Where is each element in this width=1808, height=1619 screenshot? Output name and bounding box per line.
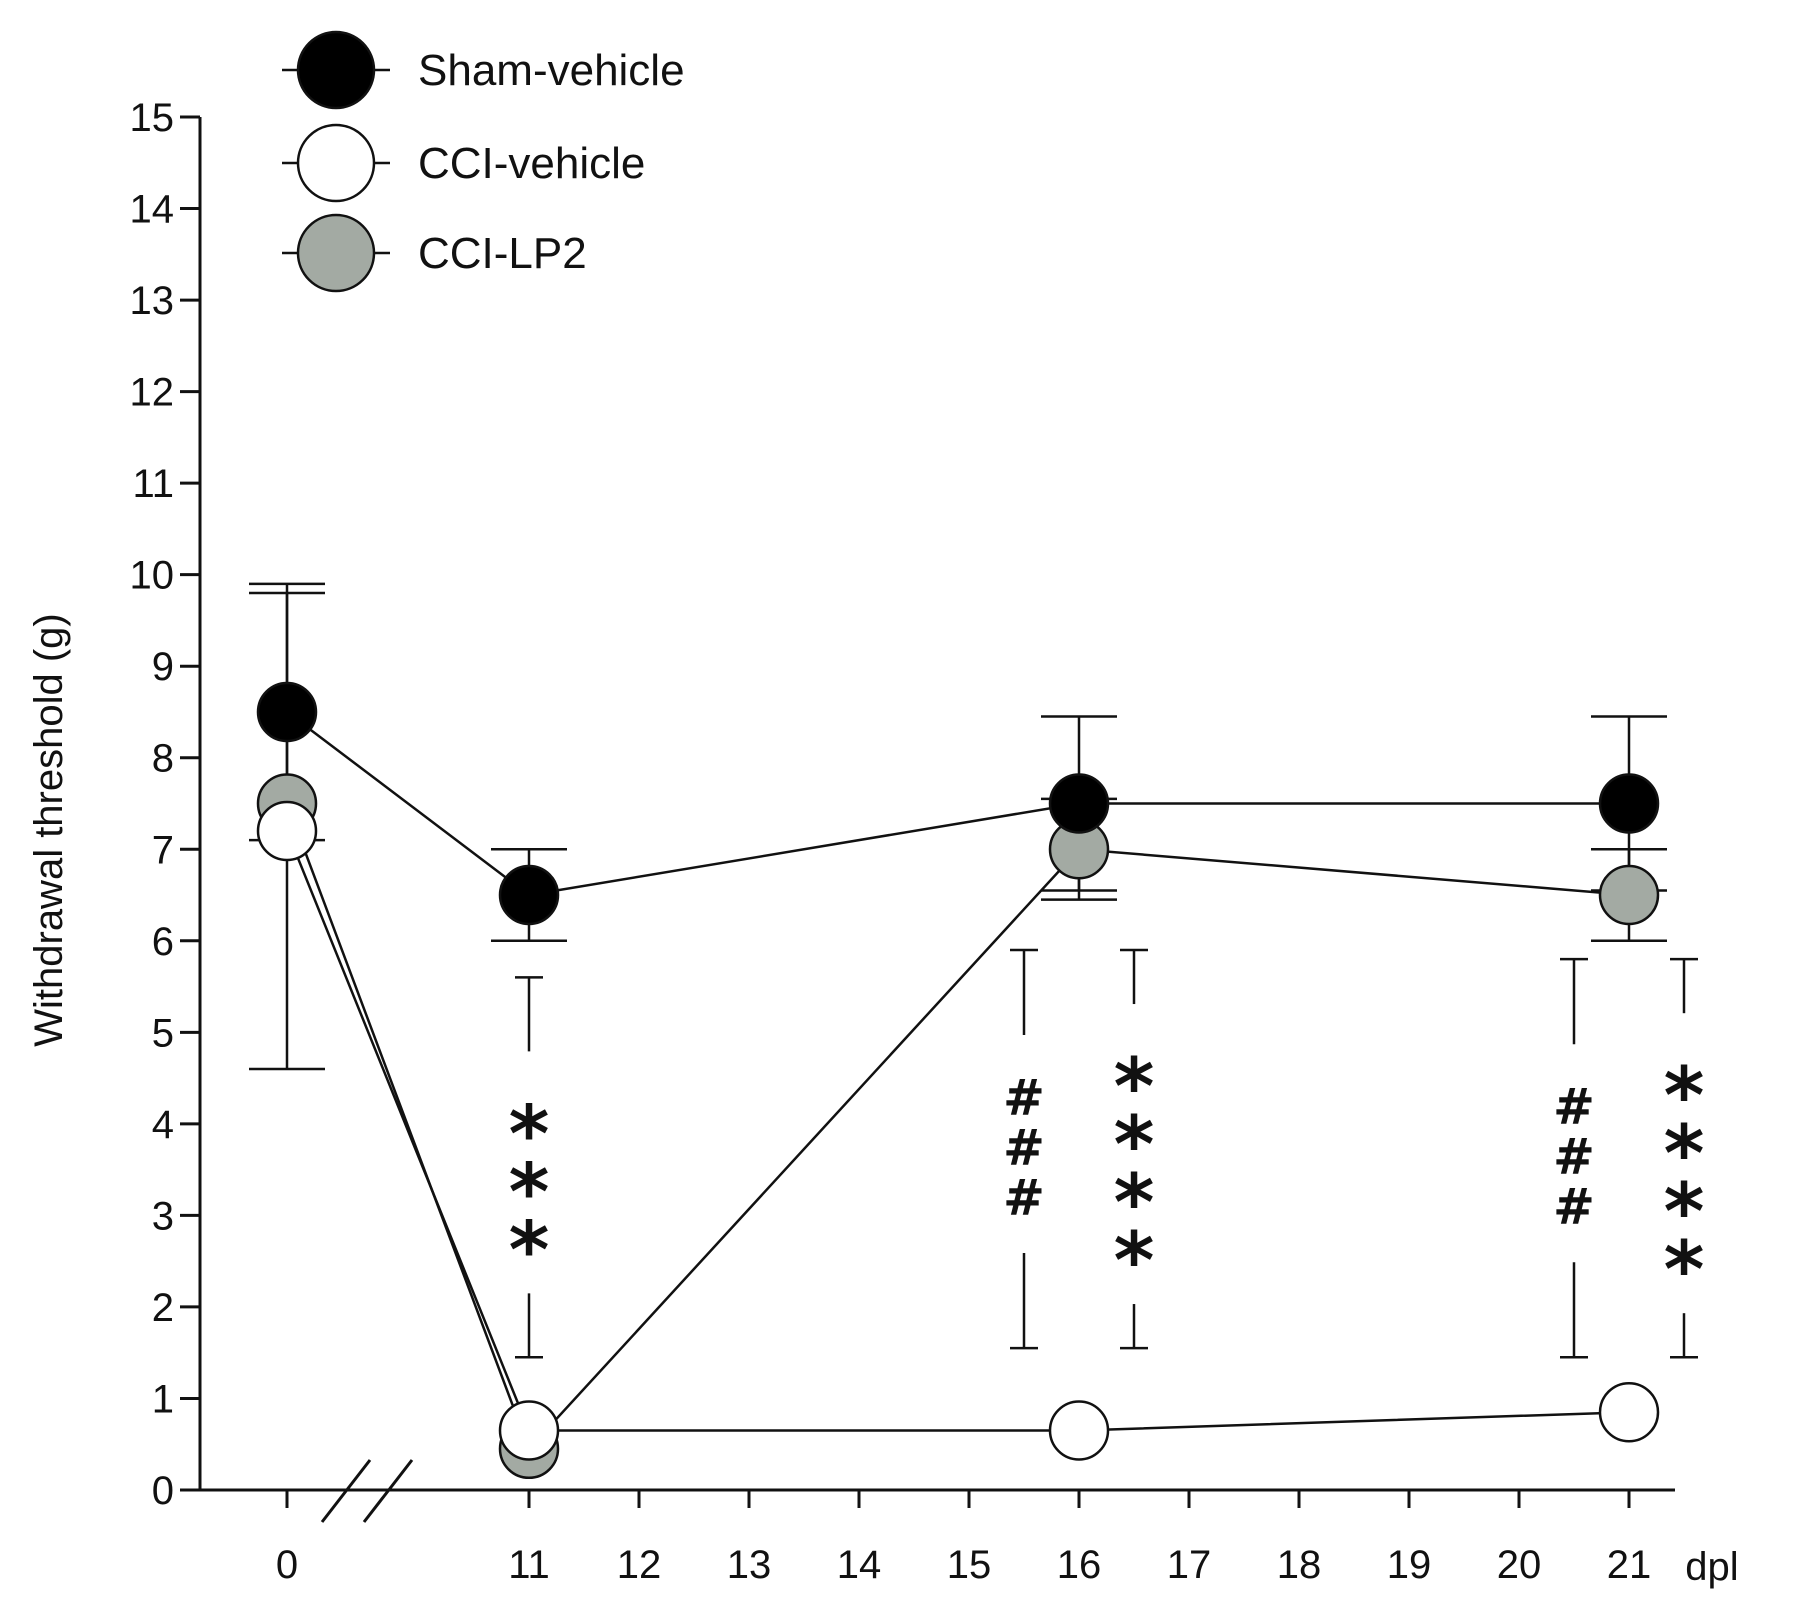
y-tick-label-2: 2 — [152, 1286, 174, 1330]
sig-star-21-4-label: * * * * — [1664, 1052, 1705, 1316]
legend-cci-lp2-marker — [296, 213, 376, 293]
sig-star-11-0-char-2: * — [509, 1206, 550, 1296]
y-tick-label-13: 13 — [130, 279, 175, 323]
sig-star-21-4-char-2: * — [1664, 1168, 1705, 1258]
y-tick-label-0: 0 — [152, 1469, 174, 1513]
x-axis-break-mark-1 — [320, 1459, 372, 1523]
x-tick-label-20: 20 — [1497, 1543, 1542, 1587]
y-tick-label-1: 1 — [152, 1377, 174, 1421]
sig-star-16-2-char-0: * — [1114, 1043, 1155, 1133]
x-tick-label-18: 18 — [1277, 1543, 1322, 1587]
y-tick-label-3: 3 — [152, 1194, 174, 1238]
y-tick-label-14: 14 — [130, 188, 175, 232]
y-tick-label-11: 11 — [132, 462, 174, 506]
sig-star-16-2-label: * * * * — [1114, 1043, 1155, 1307]
legend-sham-vehicle-label: Sham-vehicle — [418, 46, 685, 95]
x-tick-label-14: 14 — [837, 1543, 882, 1587]
legend: Sham-vehicle CCI-vehicle CCI-LP2 — [282, 30, 685, 293]
y-tick-label-9: 9 — [152, 645, 174, 689]
x-axis-break-mark-2 — [362, 1459, 414, 1523]
y-tick-label-8: 8 — [152, 737, 174, 781]
marker-sham-vehicle-21 — [1598, 773, 1660, 834]
sig-hash-21-3-char-1: # — [1553, 1128, 1595, 1186]
series-lines — [285, 710, 1630, 1452]
x-tick-label-15: 15 — [947, 1543, 992, 1587]
marker-cci-vehicle-11 — [498, 1400, 560, 1461]
x-tick-label-0: 0 — [276, 1543, 298, 1587]
y-tick-label-7: 7 — [152, 828, 174, 872]
sig-hash-16-1-char-2: # — [1003, 1169, 1045, 1227]
sig-hash-16-1-char-1: # — [1003, 1119, 1045, 1177]
series-line-cci-lp2 — [285, 803, 1630, 1452]
y-tick-label-5: 5 — [152, 1011, 174, 1055]
x-tick-label-17: 17 — [1167, 1543, 1212, 1587]
legend-cci-lp2-label: CCI-LP2 — [418, 229, 587, 278]
sig-hash-21-3-char-2: # — [1553, 1178, 1595, 1236]
error-bars — [249, 582, 1667, 1071]
legend-cci-vehicle-label: CCI-vehicle — [418, 139, 645, 188]
sig-star-16-2-char-2: * — [1114, 1159, 1155, 1249]
x-tick-label-16: 16 — [1057, 1543, 1102, 1587]
x-tick-label-11: 11 — [508, 1543, 550, 1587]
sig-star-21-4-char-3: * — [1664, 1226, 1705, 1316]
x-axis-title: dpl — [1685, 1545, 1738, 1589]
data-markers — [256, 681, 1660, 1480]
sig-hash-21-3-char-0: # — [1553, 1078, 1595, 1136]
x-tick-label-21: 21 — [1607, 1543, 1652, 1587]
x-tick-label-19: 19 — [1387, 1543, 1432, 1587]
marker-sham-vehicle-16 — [1048, 773, 1110, 834]
legend-cci-vehicle-marker — [296, 123, 376, 203]
sig-star-11-0-char-0: * — [509, 1090, 550, 1180]
sig-star-11-0-char-1: * — [509, 1148, 550, 1238]
x-tick-label-12: 12 — [617, 1543, 662, 1587]
marker-cci-vehicle-0 — [256, 800, 318, 862]
marker-cci-vehicle-21 — [1598, 1381, 1660, 1443]
sig-star-21-4-char-1: * — [1664, 1110, 1705, 1200]
marker-sham-vehicle-11 — [498, 864, 560, 926]
sig-hash-16-1-char-0: # — [1003, 1069, 1045, 1127]
sig-hash-21-3-label: # # # — [1553, 1078, 1595, 1236]
sig-hash-16-1-label: # # # — [1003, 1069, 1045, 1227]
sig-star-21-4-char-0: * — [1664, 1052, 1705, 1142]
y-tick-label-4: 4 — [152, 1103, 174, 1147]
marker-sham-vehicle-0 — [256, 681, 318, 743]
sig-star-16-2-char-1: * — [1114, 1101, 1155, 1191]
y-tick-label-12: 12 — [130, 371, 175, 415]
series-line-sham-vehicle — [286, 710, 1629, 897]
y-tick-label-10: 10 — [130, 554, 175, 598]
y-tick-label-15: 15 — [130, 96, 175, 140]
x-tick-label-13: 13 — [727, 1543, 772, 1587]
legend-sham-vehicle-marker — [296, 30, 376, 110]
sig-star-11-0-label: * * * — [509, 1090, 550, 1296]
y-axis-title: Withdrawal threshold (g) — [27, 613, 71, 1047]
y-tick-label-6: 6 — [152, 920, 174, 964]
significance-annotations: * * *# # #* * * *# # #* * * * — [509, 948, 1705, 1359]
series-line-cci-vehicle — [285, 830, 1630, 1432]
sig-star-16-2-char-3: * — [1114, 1217, 1155, 1307]
marker-cci-vehicle-16 — [1048, 1400, 1110, 1461]
marker-cci-lp2-21 — [1598, 864, 1660, 926]
